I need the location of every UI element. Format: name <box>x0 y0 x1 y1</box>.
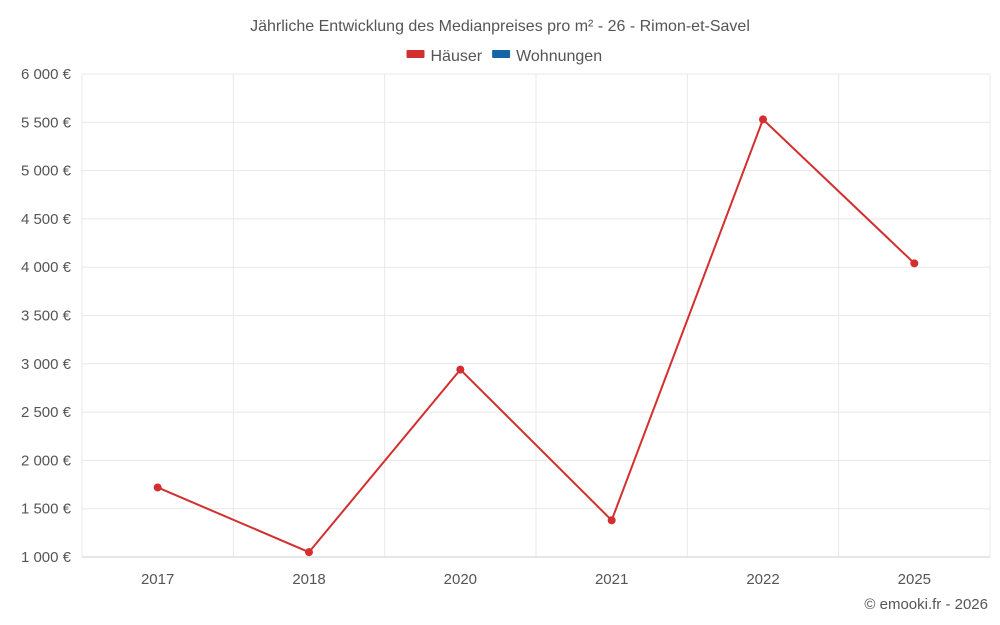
data-point[interactable] <box>456 365 465 374</box>
x-axis-ticks: 2017 2018 2020 2021 2022 2025 <box>141 571 931 588</box>
y-tick-label: 5 000 € <box>21 163 72 180</box>
x-tick-label: 2018 <box>292 571 325 588</box>
horizontal-gridlines <box>82 73 990 558</box>
y-tick-label: 2 000 € <box>21 452 72 469</box>
chart-title: Jährliche Entwicklung des Medianpreises … <box>250 18 750 35</box>
chart-series <box>153 115 919 557</box>
x-tick-label: 2017 <box>141 571 174 588</box>
y-axis-ticks: 1 000 € 1 500 € 2 000 € 2 500 € 3 000 € 3 500… <box>21 66 72 566</box>
x-tick-label: 2022 <box>746 571 779 588</box>
data-point[interactable] <box>759 115 767 124</box>
legend-swatch <box>406 50 425 58</box>
y-tick-label: 4 500 € <box>21 211 72 228</box>
legend-label: Wohnungen <box>516 48 602 65</box>
y-tick-label: 4 000 € <box>21 259 72 276</box>
x-tick-label: 2021 <box>595 571 628 588</box>
legend-swatch <box>492 50 511 58</box>
footer-credit: © emooki.fr - 2026 <box>864 596 988 613</box>
y-tick-label: 1 000 € <box>21 549 72 566</box>
y-tick-label: 3 500 € <box>21 308 72 325</box>
y-tick-label: 6 000 € <box>21 66 72 83</box>
data-point[interactable] <box>910 259 919 268</box>
y-tick-label: 2 500 € <box>21 404 72 421</box>
data-point[interactable] <box>607 516 616 525</box>
x-tick-label: 2025 <box>898 571 931 588</box>
legend-item[interactable]: Häuser <box>406 48 483 65</box>
y-tick-label: 1 500 € <box>21 501 72 518</box>
legend-item[interactable]: Wohnungen <box>492 48 602 65</box>
y-tick-label: 5 500 € <box>21 114 72 131</box>
series-line <box>157 118 916 554</box>
legend-label: Häuser <box>431 48 483 65</box>
data-point[interactable] <box>305 548 313 557</box>
y-tick-label: 3 000 € <box>21 356 72 373</box>
data-point[interactable] <box>153 483 162 492</box>
x-tick-label: 2020 <box>444 571 477 588</box>
chart-legend: Häuser Wohnungen <box>406 48 602 65</box>
